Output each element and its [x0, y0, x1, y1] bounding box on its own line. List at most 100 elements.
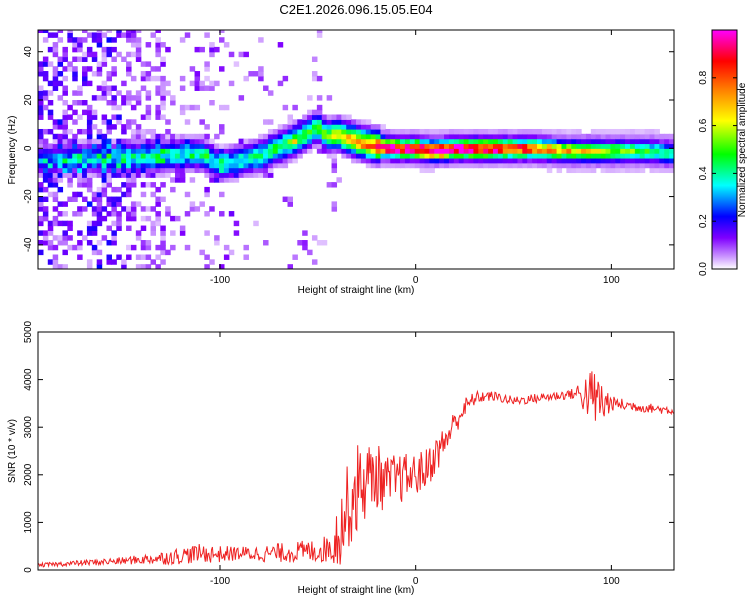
spectrogram-cell: [419, 162, 426, 169]
spectrogram-cell: [155, 133, 161, 140]
spectrogram-cell: [390, 162, 396, 169]
spectrogram-cell: [38, 148, 44, 154]
spectrogram-cell: [145, 95, 152, 101]
spectrogram-cell: [316, 240, 323, 246]
spectrogram-cell: [86, 109, 93, 116]
spectrogram-cell: [610, 143, 616, 149]
spectrogram-cell: [194, 153, 201, 159]
spectrogram-cell: [414, 143, 421, 149]
spectrogram-cell: [365, 133, 372, 140]
spectrogram-cell: [121, 157, 127, 164]
spectrogram-cell: [576, 138, 582, 145]
spectrogram-cell: [42, 167, 49, 174]
spectrogram-cell: [468, 162, 475, 169]
spectrogram-cell: [77, 85, 83, 91]
spectrogram-cell: [135, 124, 142, 130]
spectrogram-cell: [424, 162, 430, 169]
spectrogram-cell: [463, 148, 470, 154]
spectrogram-cell: [165, 143, 171, 149]
spectrogram-cell: [106, 182, 112, 188]
spectrogram-cell: [67, 138, 73, 145]
spectrogram-cell: [184, 157, 191, 164]
spectrogram-cell: [346, 138, 352, 145]
spectrogram-cell: [77, 100, 83, 106]
spectrogram-cell: [72, 71, 78, 77]
spectrogram-cell: [233, 61, 240, 67]
spectrogram-cell: [219, 162, 225, 169]
spectrogram-cell: [67, 61, 73, 67]
spectrogram-cell: [96, 211, 103, 217]
spectrogram-cell: [360, 153, 367, 159]
spectrogram-cell: [302, 133, 308, 140]
spectrogram-cell: [52, 182, 59, 188]
spectrogram-cell: [253, 143, 259, 149]
spectrogram-cell: [38, 90, 44, 96]
spectrogram-cell: [38, 100, 44, 106]
spectrogram-cell: [91, 51, 98, 58]
spectrogram-cell: [111, 162, 117, 169]
spectrogram-cell: [595, 148, 602, 154]
spectrogram-cell: [72, 162, 78, 169]
spectrogram-cell: [532, 162, 538, 169]
spectrogram-cell: [47, 244, 54, 251]
spectrogram-cell: [150, 182, 157, 188]
spectrogram-cell: [130, 104, 137, 111]
spectrogram-cell: [111, 167, 117, 174]
spectrogram-cell: [331, 167, 338, 174]
spectrogram-cell: [585, 133, 592, 140]
spectrogram-cell: [126, 153, 132, 159]
spectrogram-cell: [111, 148, 117, 154]
spectrogram-cell: [209, 162, 215, 169]
spectrogram-cell: [155, 215, 161, 222]
spectrogram-cell: [72, 90, 78, 96]
spectrogram-cell: [38, 85, 44, 91]
spectrogram-cell: [253, 148, 259, 154]
spectrogram-cell: [121, 191, 127, 198]
spectrogram-cell: [86, 138, 93, 145]
spectrogram-cell: [629, 138, 636, 145]
spectrogram-cell: [62, 138, 68, 145]
spectrogram-cell: [223, 172, 230, 178]
spectrogram-cell: [42, 90, 49, 96]
spectrogram-cell: [253, 220, 259, 227]
spectrogram-cell: [121, 138, 127, 145]
spectrogram-cell: [101, 119, 108, 125]
spectrogram-cell: [111, 71, 117, 77]
spectrogram-cell: [165, 249, 171, 256]
spectrogram-cell: [463, 157, 470, 164]
spectrogram-cell: [62, 66, 68, 72]
spectrogram-cell: [67, 32, 73, 38]
spectrogram-cell: [277, 143, 284, 149]
spectrogram-cell: [52, 220, 59, 227]
spectrogram-cell: [321, 148, 328, 154]
spectrogram-cell: [82, 100, 88, 106]
spectrogram-cell: [86, 119, 93, 125]
spectrogram-cell: [390, 153, 396, 159]
spectrogram-cell: [67, 148, 73, 154]
spectrogram-cell: [395, 153, 401, 159]
spectrogram-cell: [620, 128, 626, 135]
spectrogram-cell: [47, 259, 54, 265]
spectrogram-cell: [121, 206, 127, 212]
spectrogram-cell: [282, 133, 289, 140]
spectrogram-cell: [199, 133, 205, 140]
spectrogram-cell: [101, 191, 108, 198]
spectrogram-cell: [644, 153, 651, 159]
spectrogram-cell: [248, 148, 254, 154]
spectrogram-cell: [277, 124, 284, 130]
spectrogram-cell: [356, 119, 362, 125]
spectrogram-cell: [96, 172, 103, 178]
spectrogram-cell: [57, 95, 64, 101]
spectrogram-cell: [263, 119, 269, 125]
spectrogram-cell: [468, 148, 475, 154]
spectrogram-cell: [346, 153, 352, 159]
spectrogram-cell: [649, 143, 656, 149]
spectrogram-cell: [243, 162, 249, 169]
spectrogram-cell: [311, 56, 318, 62]
spectrogram-cell: [57, 119, 64, 125]
spectrogram-cell: [47, 172, 54, 178]
spectrogram-cell: [321, 124, 328, 130]
spectrogram-cell: [414, 148, 421, 154]
spectrogram-cell: [160, 42, 166, 48]
spectrogram-cell: [96, 42, 103, 48]
